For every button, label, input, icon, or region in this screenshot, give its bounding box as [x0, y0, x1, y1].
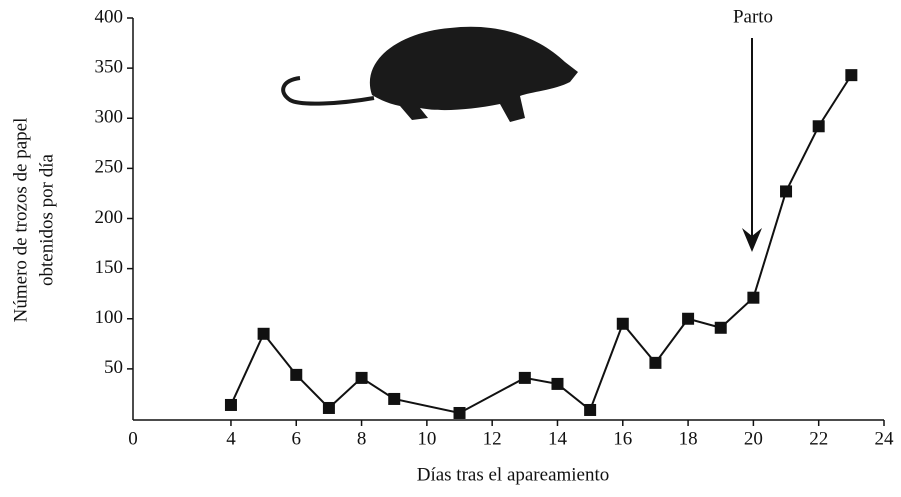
- data-point: [812, 120, 825, 133]
- data-point: [714, 321, 727, 334]
- annotation-arrow: [742, 38, 762, 252]
- y-tick-label: 400: [95, 6, 124, 27]
- x-tick-label: 10: [417, 428, 436, 449]
- x-tick-label: 22: [809, 428, 828, 449]
- data-point: [845, 69, 858, 82]
- x-tick-label: 8: [357, 428, 367, 449]
- x-tick-label: 14: [548, 428, 568, 449]
- x-axis-label: Días tras el apareamiento: [417, 464, 610, 485]
- rat-illustration: [281, 26, 578, 122]
- data-point: [355, 371, 368, 384]
- x-tick-label: 12: [483, 428, 502, 449]
- data-point: [322, 401, 335, 414]
- y-tick-label: 150: [95, 257, 124, 278]
- y-tick-label: 100: [95, 307, 124, 328]
- y-tick-label: 50: [104, 357, 123, 378]
- data-point: [682, 312, 695, 325]
- y-tick-label: 200: [95, 207, 124, 228]
- data-point: [290, 368, 303, 381]
- y-tick-label: 0: [128, 428, 138, 449]
- x-tick-label: 24: [875, 428, 895, 449]
- x-tick-label: 4: [226, 428, 236, 449]
- data-point: [584, 403, 597, 416]
- x-tick-label: 6: [292, 428, 302, 449]
- x-tick-label: 18: [679, 428, 698, 449]
- data-point: [747, 291, 760, 304]
- data-point: [551, 377, 564, 390]
- y-axis-label: obtenidos por día: [36, 153, 57, 285]
- y-tick-label: 250: [95, 157, 124, 178]
- data-point: [453, 406, 466, 419]
- data-point: [388, 392, 401, 405]
- y-axis-label: Número de trozos de papel: [10, 118, 31, 323]
- data-line: [230, 74, 853, 415]
- x-tick-label: 16: [613, 428, 632, 449]
- data-point: [649, 356, 662, 369]
- x-tick-label: 20: [744, 428, 763, 449]
- data-point: [616, 317, 629, 330]
- annotation: Parto: [733, 6, 773, 27]
- data-point: [257, 327, 270, 340]
- y-tick-label: 350: [95, 56, 124, 77]
- data-point: [780, 185, 793, 198]
- data-point: [224, 398, 237, 411]
- y-tick-label: 300: [95, 107, 124, 128]
- data-point: [518, 371, 531, 384]
